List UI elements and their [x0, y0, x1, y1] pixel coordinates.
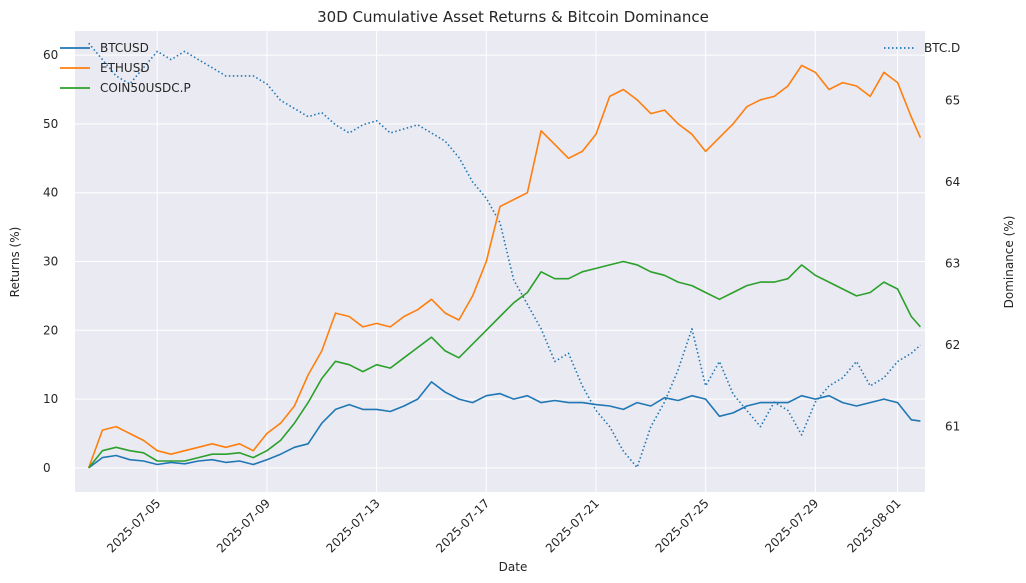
legend-entry: BTCUSD	[100, 41, 149, 55]
x-tick-label: 2025-07-29	[762, 496, 821, 555]
x-axis-ticks: 2025-07-05 2025-07-09 2025-07-13 2025-07-17…	[104, 496, 904, 555]
y2-axis-label: Dominance (%)	[1002, 216, 1016, 309]
y2-tick-label: 65	[945, 93, 960, 107]
legend-entry: COIN50USDC.P	[100, 81, 191, 95]
x-tick-label: 2025-07-25	[653, 496, 712, 555]
x-tick-label: 2025-07-21	[543, 496, 602, 555]
series-line-coin50usdc-p	[88, 260, 922, 469]
y2-tick-label: 62	[945, 338, 960, 352]
y-tick-label: 20	[43, 323, 58, 337]
y2-tick-label: 63	[945, 257, 960, 271]
x-tick-label: 2025-07-09	[214, 496, 273, 555]
x-axis-label: Date	[499, 560, 528, 574]
y2-axis-ticks: 61 62 63 64 65	[945, 93, 960, 433]
legend-entry: ETHUSD	[100, 61, 150, 75]
y-axis-ticks: 0 10 20 30 40 50 60	[43, 48, 58, 475]
x-tick-label: 2025-07-13	[324, 496, 383, 555]
legend-left: BTCUSD ETHUSD COIN50USDC.P	[60, 41, 191, 95]
x-tick-label: 2025-07-17	[433, 496, 492, 555]
y-tick-label: 60	[43, 48, 58, 62]
x-tick-label: 2025-07-05	[104, 496, 163, 555]
y-tick-label: 0	[43, 461, 51, 475]
series-lines	[87, 42, 922, 469]
y-tick-label: 50	[43, 117, 58, 131]
y-tick-label: 10	[43, 392, 58, 406]
y-tick-label: 40	[43, 186, 58, 200]
y2-tick-label: 64	[945, 175, 960, 189]
y-tick-label: 30	[43, 255, 58, 269]
grid-lines	[75, 31, 925, 492]
x-tick-label: 2025-08-01	[844, 496, 903, 555]
series-line-btcusd	[88, 381, 921, 469]
legend-entry: BTC.D	[924, 41, 960, 55]
y2-tick-label: 61	[945, 420, 960, 434]
series-line-ethusd	[87, 64, 922, 469]
y-axis-label: Returns (%)	[8, 227, 22, 298]
chart-title: 30D Cumulative Asset Returns & Bitcoin D…	[317, 8, 709, 26]
legend-right: BTC.D	[884, 41, 960, 55]
